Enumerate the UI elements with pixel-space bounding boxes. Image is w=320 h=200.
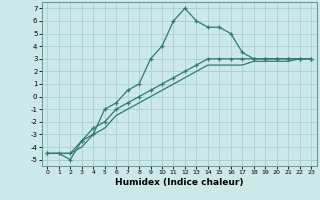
X-axis label: Humidex (Indice chaleur): Humidex (Indice chaleur) (115, 178, 244, 187)
